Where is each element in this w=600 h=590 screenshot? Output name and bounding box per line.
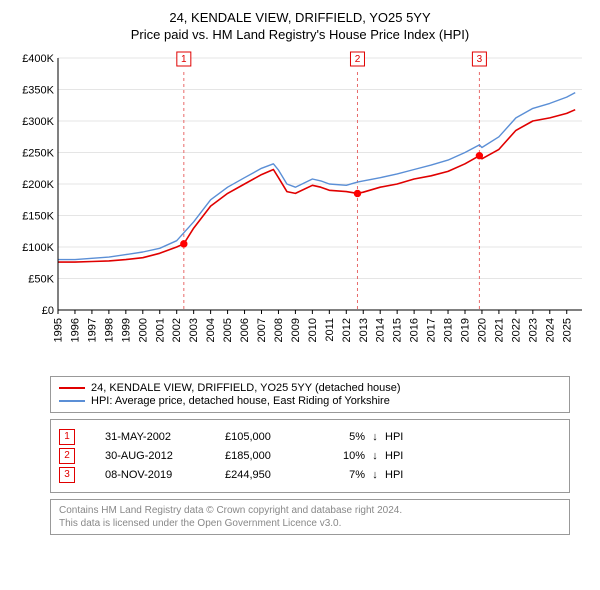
svg-text:£350K: £350K bbox=[22, 85, 54, 97]
svg-text:£200K: £200K bbox=[22, 179, 54, 191]
svg-text:£100K: £100K bbox=[22, 242, 54, 254]
svg-text:2009: 2009 bbox=[290, 318, 302, 342]
svg-text:£400K: £400K bbox=[22, 53, 54, 65]
svg-text:£300K: £300K bbox=[22, 116, 54, 128]
sale-pct: 5% bbox=[325, 431, 365, 443]
svg-text:2014: 2014 bbox=[375, 318, 387, 342]
sale-row: 2 30-AUG-2012 £185,000 10% ↓ HPI bbox=[59, 448, 561, 464]
sale-date: 30-AUG-2012 bbox=[105, 450, 225, 462]
sale-row: 1 31-MAY-2002 £105,000 5% ↓ HPI bbox=[59, 429, 561, 445]
chart-titles: 24, KENDALE VIEW, DRIFFIELD, YO25 5YY Pr… bbox=[10, 10, 590, 42]
svg-text:2019: 2019 bbox=[460, 318, 472, 342]
svg-text:2001: 2001 bbox=[154, 318, 166, 342]
svg-text:2020: 2020 bbox=[476, 318, 488, 342]
sale-badge: 3 bbox=[59, 467, 75, 483]
svg-text:2003: 2003 bbox=[188, 318, 200, 342]
sale-badge: 1 bbox=[59, 429, 75, 445]
credits: Contains HM Land Registry data © Crown c… bbox=[50, 499, 570, 535]
sales-table: 1 31-MAY-2002 £105,000 5% ↓ HPI 2 30-AUG… bbox=[50, 419, 570, 493]
legend: 24, KENDALE VIEW, DRIFFIELD, YO25 5YY (d… bbox=[50, 376, 570, 413]
down-arrow-icon: ↓ bbox=[365, 450, 385, 462]
svg-text:2005: 2005 bbox=[222, 318, 234, 342]
svg-text:1996: 1996 bbox=[69, 318, 81, 342]
chart-svg: £0 £50K £100K £150K £200K £250K £300K £350K £400… bbox=[10, 50, 590, 370]
chart-container: { "titles": { "line1": "24, KENDALE VIEW… bbox=[0, 0, 600, 543]
svg-text:1998: 1998 bbox=[103, 318, 115, 342]
svg-text:2022: 2022 bbox=[510, 318, 522, 342]
svg-text:2018: 2018 bbox=[443, 318, 455, 342]
sale-badge: 2 bbox=[59, 448, 75, 464]
sale-price: £105,000 bbox=[225, 431, 325, 443]
svg-text:1995: 1995 bbox=[53, 318, 65, 342]
title-address: 24, KENDALE VIEW, DRIFFIELD, YO25 5YY bbox=[10, 10, 590, 25]
sale-row: 3 08-NOV-2019 £244,950 7% ↓ HPI bbox=[59, 467, 561, 483]
sale-date: 08-NOV-2019 bbox=[105, 469, 225, 481]
svg-text:£150K: £150K bbox=[22, 211, 54, 223]
svg-text:1: 1 bbox=[181, 54, 187, 65]
sale-date: 31-MAY-2002 bbox=[105, 431, 225, 443]
svg-text:2: 2 bbox=[355, 54, 361, 65]
svg-text:2007: 2007 bbox=[256, 318, 268, 342]
credits-line: Contains HM Land Registry data © Crown c… bbox=[59, 504, 561, 517]
svg-text:2025: 2025 bbox=[561, 318, 573, 342]
svg-text:2024: 2024 bbox=[544, 318, 556, 342]
svg-text:£0: £0 bbox=[42, 305, 54, 317]
legend-swatch bbox=[59, 400, 85, 402]
svg-text:2002: 2002 bbox=[171, 318, 183, 342]
svg-text:1999: 1999 bbox=[120, 318, 132, 342]
svg-text:3: 3 bbox=[477, 54, 483, 65]
svg-text:2017: 2017 bbox=[426, 318, 438, 342]
sale-hpi-label: HPI bbox=[385, 431, 415, 443]
down-arrow-icon: ↓ bbox=[365, 469, 385, 481]
sale-hpi-label: HPI bbox=[385, 469, 415, 481]
legend-label: HPI: Average price, detached house, East… bbox=[91, 395, 390, 407]
svg-text:2004: 2004 bbox=[205, 318, 217, 342]
title-subtitle: Price paid vs. HM Land Registry's House … bbox=[10, 27, 590, 42]
legend-swatch bbox=[59, 387, 85, 389]
svg-text:2016: 2016 bbox=[409, 318, 421, 342]
sale-pct: 7% bbox=[325, 469, 365, 481]
svg-text:2015: 2015 bbox=[392, 318, 404, 342]
sale-price: £244,950 bbox=[225, 469, 325, 481]
legend-label: 24, KENDALE VIEW, DRIFFIELD, YO25 5YY (d… bbox=[91, 382, 401, 394]
sale-hpi-label: HPI bbox=[385, 450, 415, 462]
svg-text:2010: 2010 bbox=[307, 318, 319, 342]
svg-text:2011: 2011 bbox=[324, 318, 336, 342]
svg-text:2006: 2006 bbox=[239, 318, 251, 342]
legend-item: 24, KENDALE VIEW, DRIFFIELD, YO25 5YY (d… bbox=[59, 382, 561, 394]
svg-text:2008: 2008 bbox=[273, 318, 285, 342]
svg-text:1997: 1997 bbox=[86, 318, 98, 342]
down-arrow-icon: ↓ bbox=[365, 431, 385, 443]
svg-text:2021: 2021 bbox=[493, 318, 505, 342]
sale-price: £185,000 bbox=[225, 450, 325, 462]
svg-text:£250K: £250K bbox=[22, 148, 54, 160]
svg-text:£50K: £50K bbox=[28, 274, 54, 286]
svg-text:2012: 2012 bbox=[341, 318, 353, 342]
svg-text:2023: 2023 bbox=[527, 318, 539, 342]
legend-item: HPI: Average price, detached house, East… bbox=[59, 395, 561, 407]
sale-pct: 10% bbox=[325, 450, 365, 462]
credits-line: This data is licensed under the Open Gov… bbox=[59, 517, 561, 530]
svg-text:2000: 2000 bbox=[137, 318, 149, 342]
svg-text:2013: 2013 bbox=[358, 318, 370, 342]
chart-area: £0 £50K £100K £150K £200K £250K £300K £350K £400… bbox=[10, 50, 590, 370]
